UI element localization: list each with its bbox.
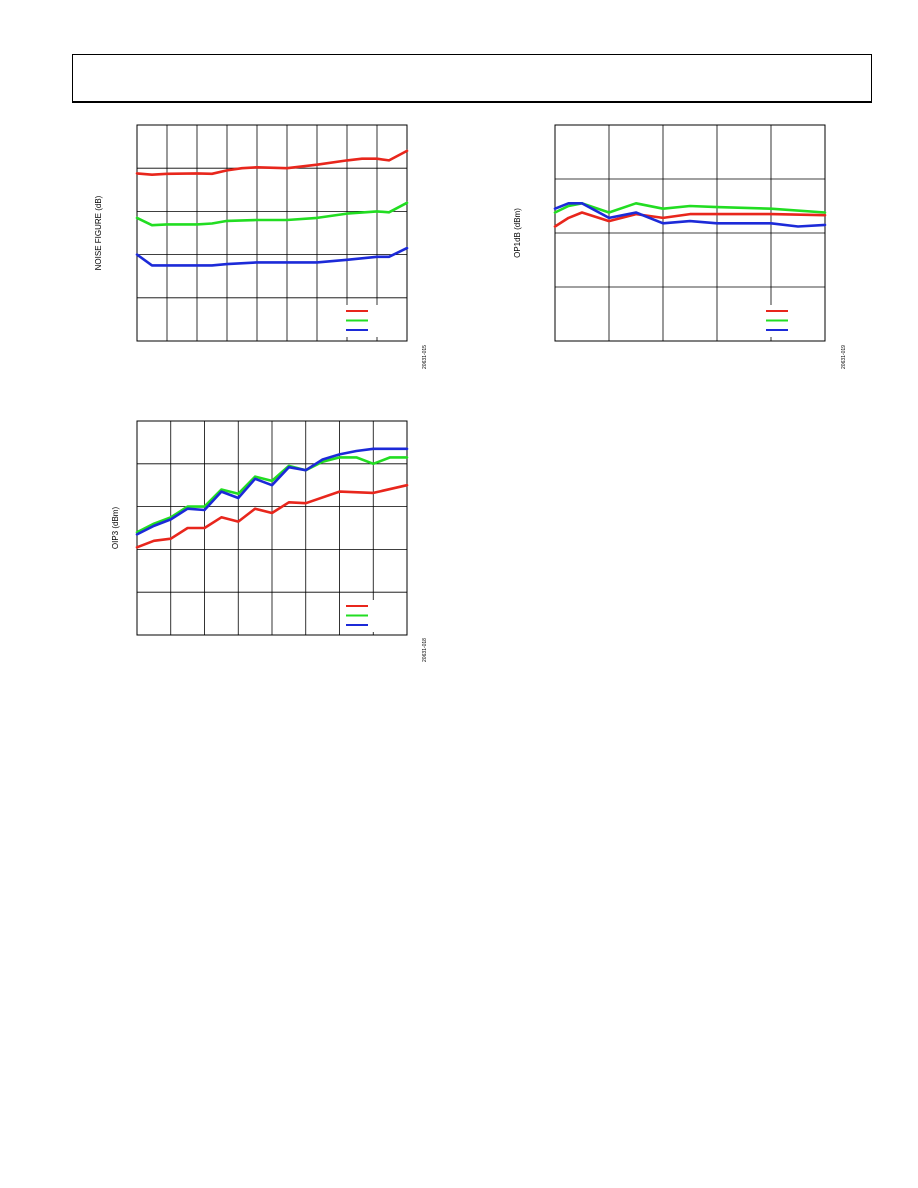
series-line-3: [553, 202, 827, 228]
series-line-3: [135, 246, 409, 267]
series-line-2: [553, 202, 827, 214]
y-axis-label: OIP3 (dBm): [111, 507, 120, 550]
series-line-2: [135, 456, 409, 534]
series-line-1: [553, 211, 827, 228]
op1db-chart: OP1dB (dBm) 20631-019: [513, 124, 847, 369]
page-header-box: [72, 54, 872, 103]
series-line-1: [135, 149, 409, 176]
series-line-2: [135, 201, 409, 227]
series-line-1: [135, 483, 409, 549]
y-axis-label: OP1dB (dBm): [513, 208, 522, 258]
y-axis-label: NOISE FIGURE (dB): [94, 195, 103, 270]
noise-figure-chart: NOISE FIGURE (dB) 20631-015: [94, 124, 428, 369]
figure-id: 20631-015: [422, 345, 428, 369]
oip3-chart: OIP3 (dBm) 20631-018: [111, 420, 428, 662]
figure-id: 20631-018: [422, 638, 428, 662]
plot-frame: [136, 124, 408, 342]
figure-id: 20631-019: [841, 345, 847, 369]
series-line-3: [135, 447, 409, 536]
